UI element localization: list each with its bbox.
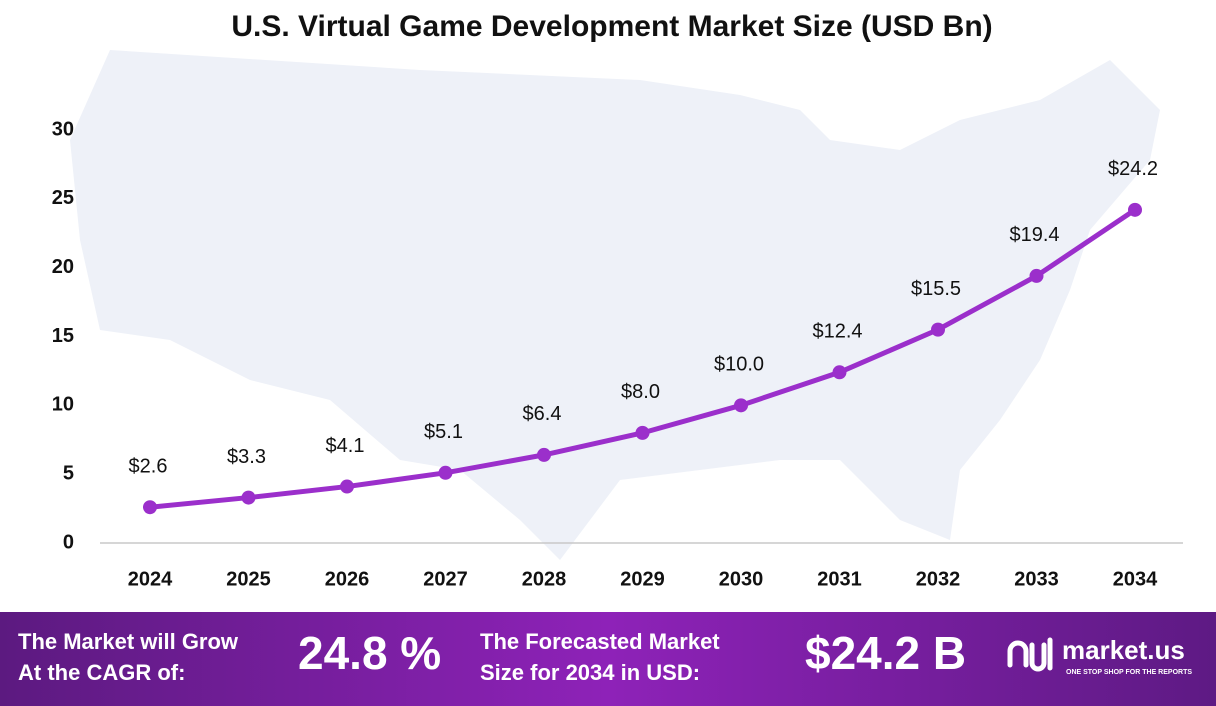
point — [241, 490, 256, 505]
point — [1128, 202, 1142, 217]
x-tick-label: 2032 — [916, 568, 961, 590]
y-tick-label: 0 — [63, 531, 74, 553]
point — [143, 500, 157, 515]
point — [537, 447, 551, 462]
chart-title: U.S. Virtual Game Development Market Siz… — [231, 10, 992, 43]
x-tick-label: 2033 — [1014, 568, 1059, 590]
data-label: $5.1 — [424, 421, 463, 443]
point — [734, 398, 748, 413]
y-tick-label: 20 — [52, 256, 74, 278]
data-label: $10.0 — [714, 354, 764, 376]
data-label: $8.0 — [621, 381, 660, 403]
data-label: $24.2 — [1108, 158, 1158, 180]
point — [340, 479, 354, 494]
logo-name: market.us — [1062, 635, 1185, 665]
x-tick-label: 2027 — [423, 568, 468, 590]
x-tick-label: 2025 — [226, 568, 271, 590]
y-tick-label: 25 — [52, 187, 74, 209]
forecast-text: Size for 2034 in USD: — [480, 660, 700, 685]
point — [931, 322, 945, 337]
y-tick-label: 15 — [52, 325, 74, 347]
point — [438, 465, 453, 480]
x-tick-label: 2028 — [522, 568, 567, 590]
data-label: $2.6 — [129, 455, 168, 477]
x-tick-label: 2026 — [325, 568, 370, 590]
data-label: $12.4 — [812, 321, 862, 343]
y-tick-label: 30 — [52, 118, 74, 140]
x-tick-label: 2029 — [620, 568, 665, 590]
cagr-text: The Market will Grow — [18, 629, 239, 654]
point — [1029, 268, 1044, 283]
x-tick-label: 2031 — [817, 568, 862, 590]
cagr-text: At the CAGR of: — [18, 660, 185, 685]
x-tick-label: 2034 — [1113, 568, 1158, 590]
point — [635, 425, 650, 440]
x-tick-label: 2024 — [128, 568, 173, 590]
data-label: $4.1 — [326, 435, 365, 457]
data-label: $3.3 — [227, 446, 266, 468]
map-background — [70, 50, 1160, 560]
y-tick-label: 10 — [52, 394, 74, 416]
forecast-text: The Forecasted Market — [480, 629, 720, 654]
y-tick-label: 5 — [63, 462, 74, 484]
point — [832, 365, 847, 380]
logo-icon — [1007, 637, 1053, 672]
logo-tagline: ONE STOP SHOP FOR THE REPORTS — [1066, 669, 1192, 676]
footer-banner — [0, 612, 1216, 706]
data-label: $19.4 — [1009, 224, 1059, 246]
data-label: $6.4 — [523, 403, 562, 425]
x-tick-label: 2030 — [719, 568, 764, 590]
forecast-value: $24.2 B — [805, 627, 966, 679]
data-label: $15.5 — [911, 278, 961, 300]
cagr-value: 24.8 % — [298, 627, 441, 679]
